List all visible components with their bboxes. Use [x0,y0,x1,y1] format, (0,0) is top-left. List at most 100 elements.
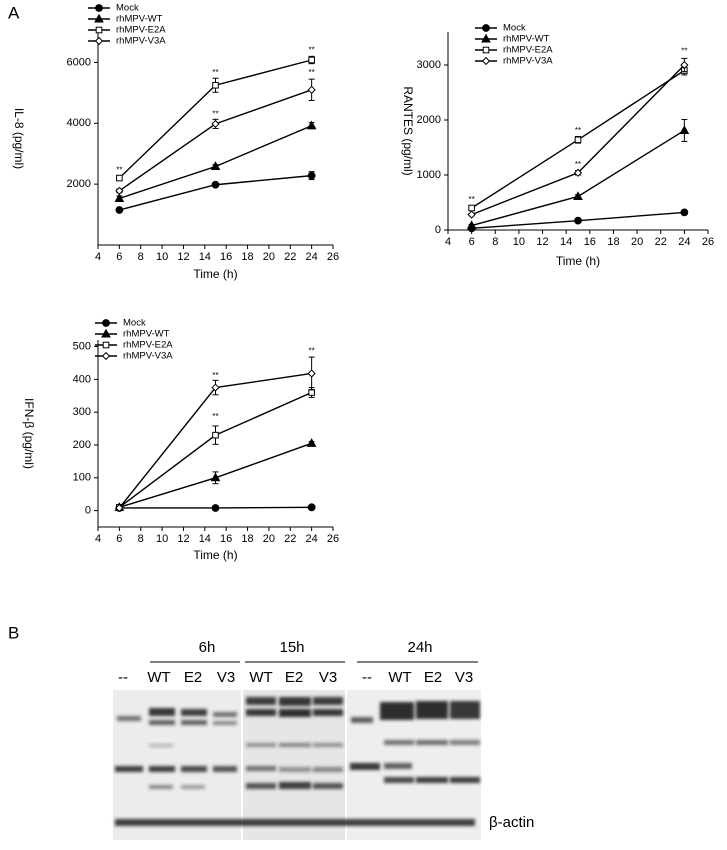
x-tick-label: 24 [678,236,690,248]
x-tick-label: 24 [306,533,318,545]
x-axis-label: Time (h) [193,548,237,562]
series-line [471,129,685,227]
marker [94,36,104,46]
marker [115,206,124,214]
marker [307,85,316,94]
group-label: 24h [407,639,432,656]
marker [210,472,221,482]
x-tick-label: 8 [138,533,144,545]
marker [574,136,582,144]
marker [116,174,123,182]
significance-mark: ** [309,45,315,54]
lane-label: -- [118,669,128,686]
y-tick-label: 0 [85,505,91,517]
marker [114,193,125,202]
significance-mark: ** [309,347,315,356]
legend-label: rhMPV-E2A [116,25,166,36]
legend-label: rhMPV-WT [123,329,170,340]
y-tick-label: 500 [73,340,91,352]
significance-mark: ** [575,160,581,169]
series-line [118,391,312,508]
lane-label: V3 [217,669,235,686]
significance-mark: ** [116,166,122,175]
marker [467,210,476,219]
significance-mark: ** [575,126,581,135]
marker [115,503,124,513]
x-tick-label: 4 [95,251,101,263]
x-tick-label: 20 [263,533,275,545]
legend-label: rhMPV-V3A [503,56,553,67]
x-tick-label: 16 [220,533,232,545]
significance-mark: ** [212,109,218,118]
marker [212,431,219,439]
y-tick-label: 4000 [67,117,91,129]
marker [210,161,221,170]
marker [115,186,124,195]
x-tick-label: 20 [631,236,643,248]
x-tick-label: 12 [177,251,189,263]
x-tick-label: 6 [116,533,122,545]
legend-label: Mock [503,23,526,34]
legend-label: rhMPV-E2A [123,340,173,351]
x-axis-label: Time (h) [556,254,600,268]
y-tick-label: 400 [73,373,91,385]
marker [307,369,316,378]
marker [307,503,316,512]
lane-label: E2 [424,669,442,686]
marker [680,60,689,70]
marker [308,389,315,396]
marker [481,56,491,66]
x-tick-label: 4 [95,533,101,545]
x-tick-label: 16 [220,251,232,263]
y-tick-label: 2000 [417,114,441,126]
x-tick-label: 18 [241,533,253,545]
marker [307,171,316,180]
y-tick-label: 200 [73,439,91,451]
marker [101,351,111,361]
lane-label: E2 [184,669,202,686]
marker [482,24,490,32]
lane-label: WT [249,669,272,686]
group-label: 15h [279,639,304,656]
marker [211,504,220,512]
marker [481,33,491,43]
marker [211,383,220,392]
x-tick-label: 26 [702,236,714,248]
x-tick-label: 16 [584,236,596,248]
legend-label: rhMPV-E2A [503,45,553,56]
loading-control-label: β-actin [489,814,534,831]
lane-label: V3 [319,669,337,686]
lane-label: WT [147,669,170,686]
x-tick-label: 8 [492,236,498,248]
x-tick-label: 14 [199,251,211,263]
x-tick-label: 24 [306,251,318,263]
x-tick-label: 22 [284,251,296,263]
x-tick-label: 10 [513,236,525,248]
marker [308,56,315,64]
x-tick-label: 26 [327,533,339,545]
marker [211,119,220,129]
x-tick-label: 4 [445,236,451,248]
x-tick-label: 14 [199,533,211,545]
y-tick-label: 100 [73,472,91,484]
x-tick-label: 12 [536,236,548,248]
marker [573,168,583,177]
legend-label: rhMPV-V3A [116,36,166,47]
series-line [119,174,312,211]
panel-label: A [8,3,20,22]
western-blot: 6h 15h 24h -- WT E2 V3 WT E2 V3 -- WT E2… [113,639,534,840]
chart: 4 6 8 10 12 14 16 18 20 22 24 26 0 1000 2000 3000 Time (… [401,23,714,269]
marker [94,13,104,23]
y-tick-label: 300 [73,406,91,418]
group-label: 6h [199,639,216,656]
y-tick-label: 1000 [417,169,441,181]
marker [482,46,490,54]
y-axis-label: IFN-β (pg/ml) [22,398,36,469]
lane-label: -- [362,669,372,686]
marker [466,220,477,230]
blot-bands [115,697,480,826]
x-tick-label: 12 [177,533,189,545]
